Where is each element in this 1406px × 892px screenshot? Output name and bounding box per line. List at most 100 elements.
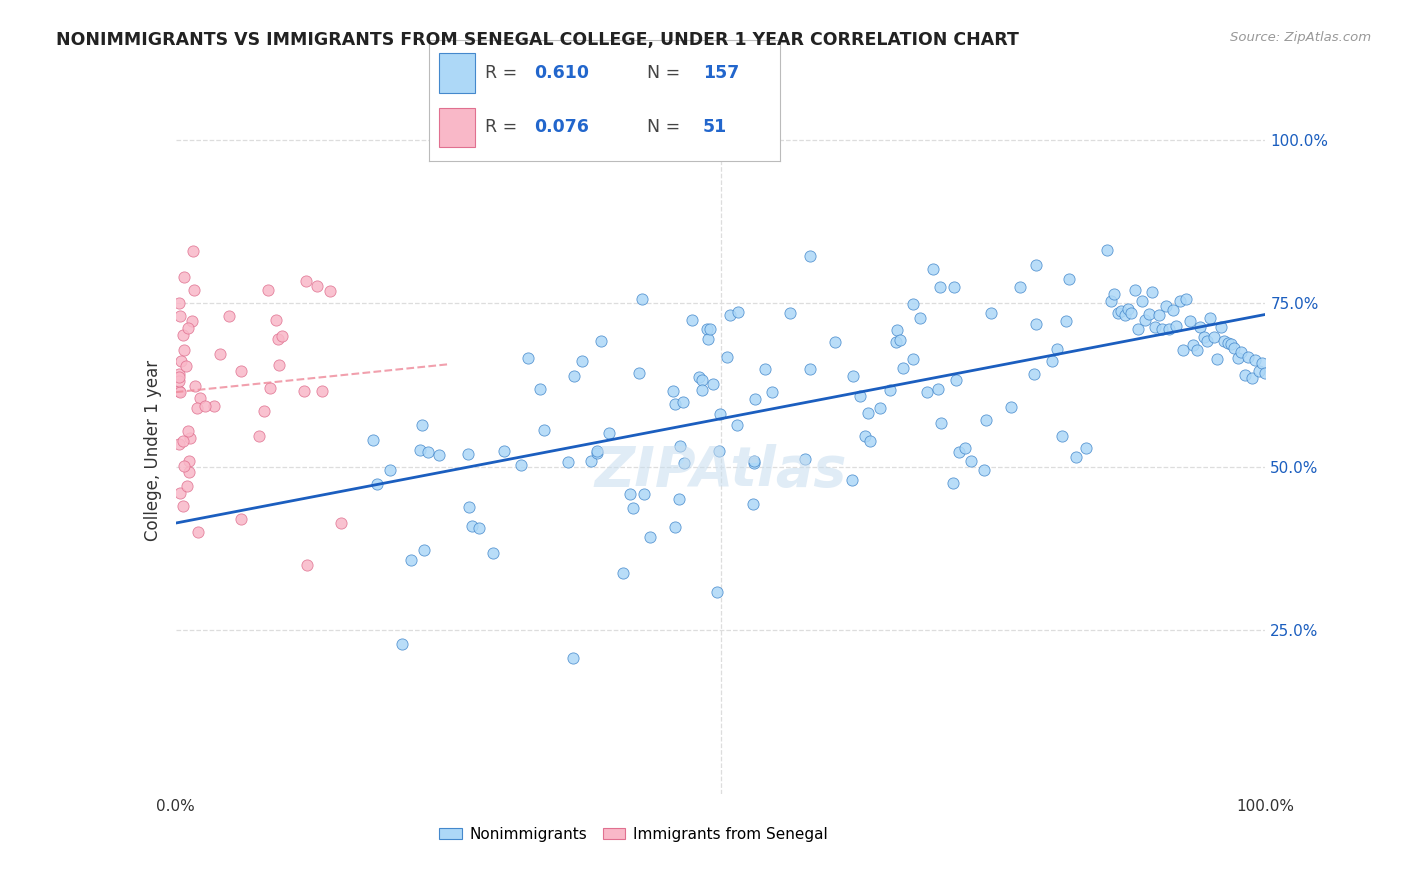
Point (915, 384, 938, 399)
Point (586, 445, 609, 459)
Point (664, 520, 686, 534)
Point (529, 382, 551, 396)
Point (174, 359, 197, 374)
Point (948, 444, 970, 458)
Y-axis label: College, Under 1 year: College, Under 1 year (143, 359, 162, 541)
Point (638, 530, 661, 544)
Point (253, 404, 276, 418)
Point (955, 442, 977, 456)
Point (186, 401, 208, 416)
Point (1220, 337, 1243, 351)
Point (177, 465, 200, 479)
Point (702, 376, 724, 391)
Point (1182, 338, 1205, 352)
Point (176, 478, 198, 492)
Point (869, 401, 891, 415)
Point (427, 449, 450, 463)
Point (167, 296, 190, 310)
Point (172, 327, 194, 342)
Point (849, 389, 872, 403)
Point (699, 321, 721, 335)
Point (718, 308, 741, 322)
Point (378, 463, 401, 477)
Point (172, 499, 194, 513)
Point (468, 520, 491, 534)
Point (266, 332, 288, 346)
Point (516, 351, 538, 366)
Point (1123, 283, 1146, 297)
Point (173, 270, 195, 285)
Point (1247, 364, 1270, 378)
Point (231, 364, 253, 378)
Point (908, 310, 931, 325)
Point (183, 283, 205, 297)
Point (1226, 351, 1249, 366)
Point (181, 244, 204, 258)
Point (1097, 243, 1119, 257)
Point (598, 425, 620, 440)
Point (510, 458, 533, 473)
Point (188, 391, 211, 405)
Point (1074, 441, 1097, 455)
Point (856, 406, 879, 420)
Point (173, 343, 195, 357)
Point (1137, 307, 1160, 321)
Point (307, 279, 329, 293)
Point (176, 320, 198, 334)
Text: ZIPAtlas: ZIPAtlas (595, 444, 846, 498)
Point (627, 366, 650, 380)
Point (571, 353, 593, 368)
Point (744, 392, 766, 406)
Point (481, 546, 503, 560)
Point (842, 369, 865, 384)
Point (942, 280, 965, 294)
Point (1233, 368, 1256, 382)
Point (169, 437, 191, 451)
Point (1152, 322, 1174, 336)
Point (170, 353, 193, 368)
Point (256, 283, 278, 297)
Text: R =: R = (485, 64, 517, 82)
Point (172, 434, 194, 448)
Point (621, 500, 644, 515)
Point (267, 358, 290, 372)
Point (579, 454, 602, 468)
Point (319, 284, 342, 298)
Point (411, 417, 433, 432)
Point (692, 383, 714, 397)
Point (292, 384, 315, 398)
Point (409, 443, 432, 458)
Point (1237, 350, 1260, 364)
Point (1099, 294, 1122, 309)
Point (1116, 301, 1139, 316)
Point (727, 305, 749, 319)
Point (1189, 320, 1212, 334)
Point (688, 370, 710, 384)
Text: 157: 157 (703, 64, 740, 82)
Point (186, 525, 209, 540)
Point (1054, 314, 1077, 328)
Point (1066, 450, 1088, 465)
Point (973, 463, 995, 477)
Point (391, 637, 413, 651)
Point (761, 384, 783, 399)
Legend: Nonimmigrants, Immigrants from Senegal: Nonimmigrants, Immigrants from Senegal (433, 821, 834, 848)
Point (793, 452, 815, 467)
Point (264, 313, 287, 327)
Point (742, 453, 765, 467)
Point (1171, 343, 1194, 358)
Point (184, 379, 207, 393)
Point (1230, 344, 1253, 359)
Point (709, 408, 731, 422)
Point (1025, 318, 1047, 332)
Point (1109, 303, 1132, 318)
Point (1114, 308, 1136, 322)
Point (709, 444, 731, 458)
Point (697, 332, 720, 346)
Point (922, 261, 945, 276)
Point (1202, 330, 1225, 344)
Point (1209, 320, 1232, 334)
Point (980, 306, 1002, 320)
Point (179, 431, 201, 445)
Point (416, 445, 439, 459)
